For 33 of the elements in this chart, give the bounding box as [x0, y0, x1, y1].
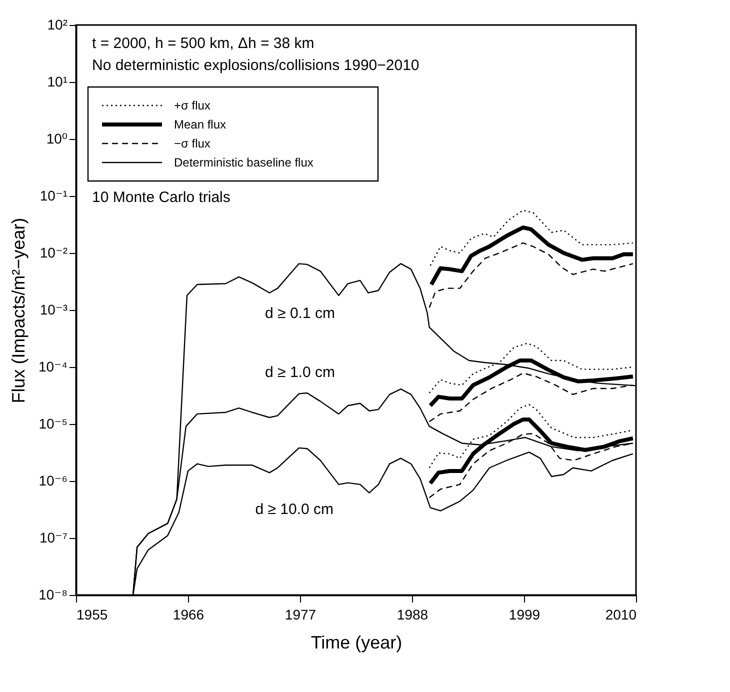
x-tick-label: 1955 [76, 606, 108, 622]
annotation: No deterministic explosions/collisions 1990−2010 [92, 57, 420, 74]
legend-label: −σ flux [174, 136, 210, 150]
x-tick-label: 2010 [605, 606, 637, 622]
x-tick-label: 1999 [508, 606, 540, 622]
line-series [429, 226, 635, 287]
y-axis-title: Flux (Impacts/m²−year) [8, 218, 29, 404]
annotation: d ≥ 1.0 cm [265, 364, 335, 382]
legend-label: Mean flux [174, 118, 226, 132]
y-tick-label: 10⁻² [40, 244, 68, 260]
line-series [428, 242, 634, 308]
legend-label: +σ flux [174, 98, 210, 112]
y-tick-label: 10⁻⁶ [38, 472, 68, 488]
annotation: t = 2000, h = 500 km, Δh = 38 km [92, 35, 314, 52]
y-tick-label: 10⁻⁸ [38, 586, 68, 602]
legend-label: Deterministic baseline flux [174, 156, 314, 170]
line-series [428, 342, 634, 394]
y-tick-label: 10⁻⁷ [39, 530, 68, 546]
annotation: d ≥ 10.0 cm [255, 500, 334, 518]
x-tick-label: 1977 [284, 606, 316, 622]
x-axis-title: Time (year) [310, 632, 402, 652]
y-tick-label: 10² [47, 16, 68, 32]
x-tick-label: 1966 [172, 606, 204, 622]
y-tick-label: 10¹ [47, 74, 68, 90]
x-tick-label: 1988 [396, 606, 428, 622]
annotation: 10 Monte Carlo trials [92, 189, 230, 206]
y-tick-label: 10⁻⁴ [38, 358, 68, 374]
line-series [430, 210, 634, 266]
y-tick-label: 10⁻³ [40, 302, 68, 318]
y-tick-label: 10⁻⁵ [38, 416, 68, 432]
annotation: d ≥ 0.1 cm [265, 304, 335, 322]
y-tick-label: 10⁰ [46, 130, 68, 146]
y-tick-label: 10⁻¹ [40, 188, 68, 204]
